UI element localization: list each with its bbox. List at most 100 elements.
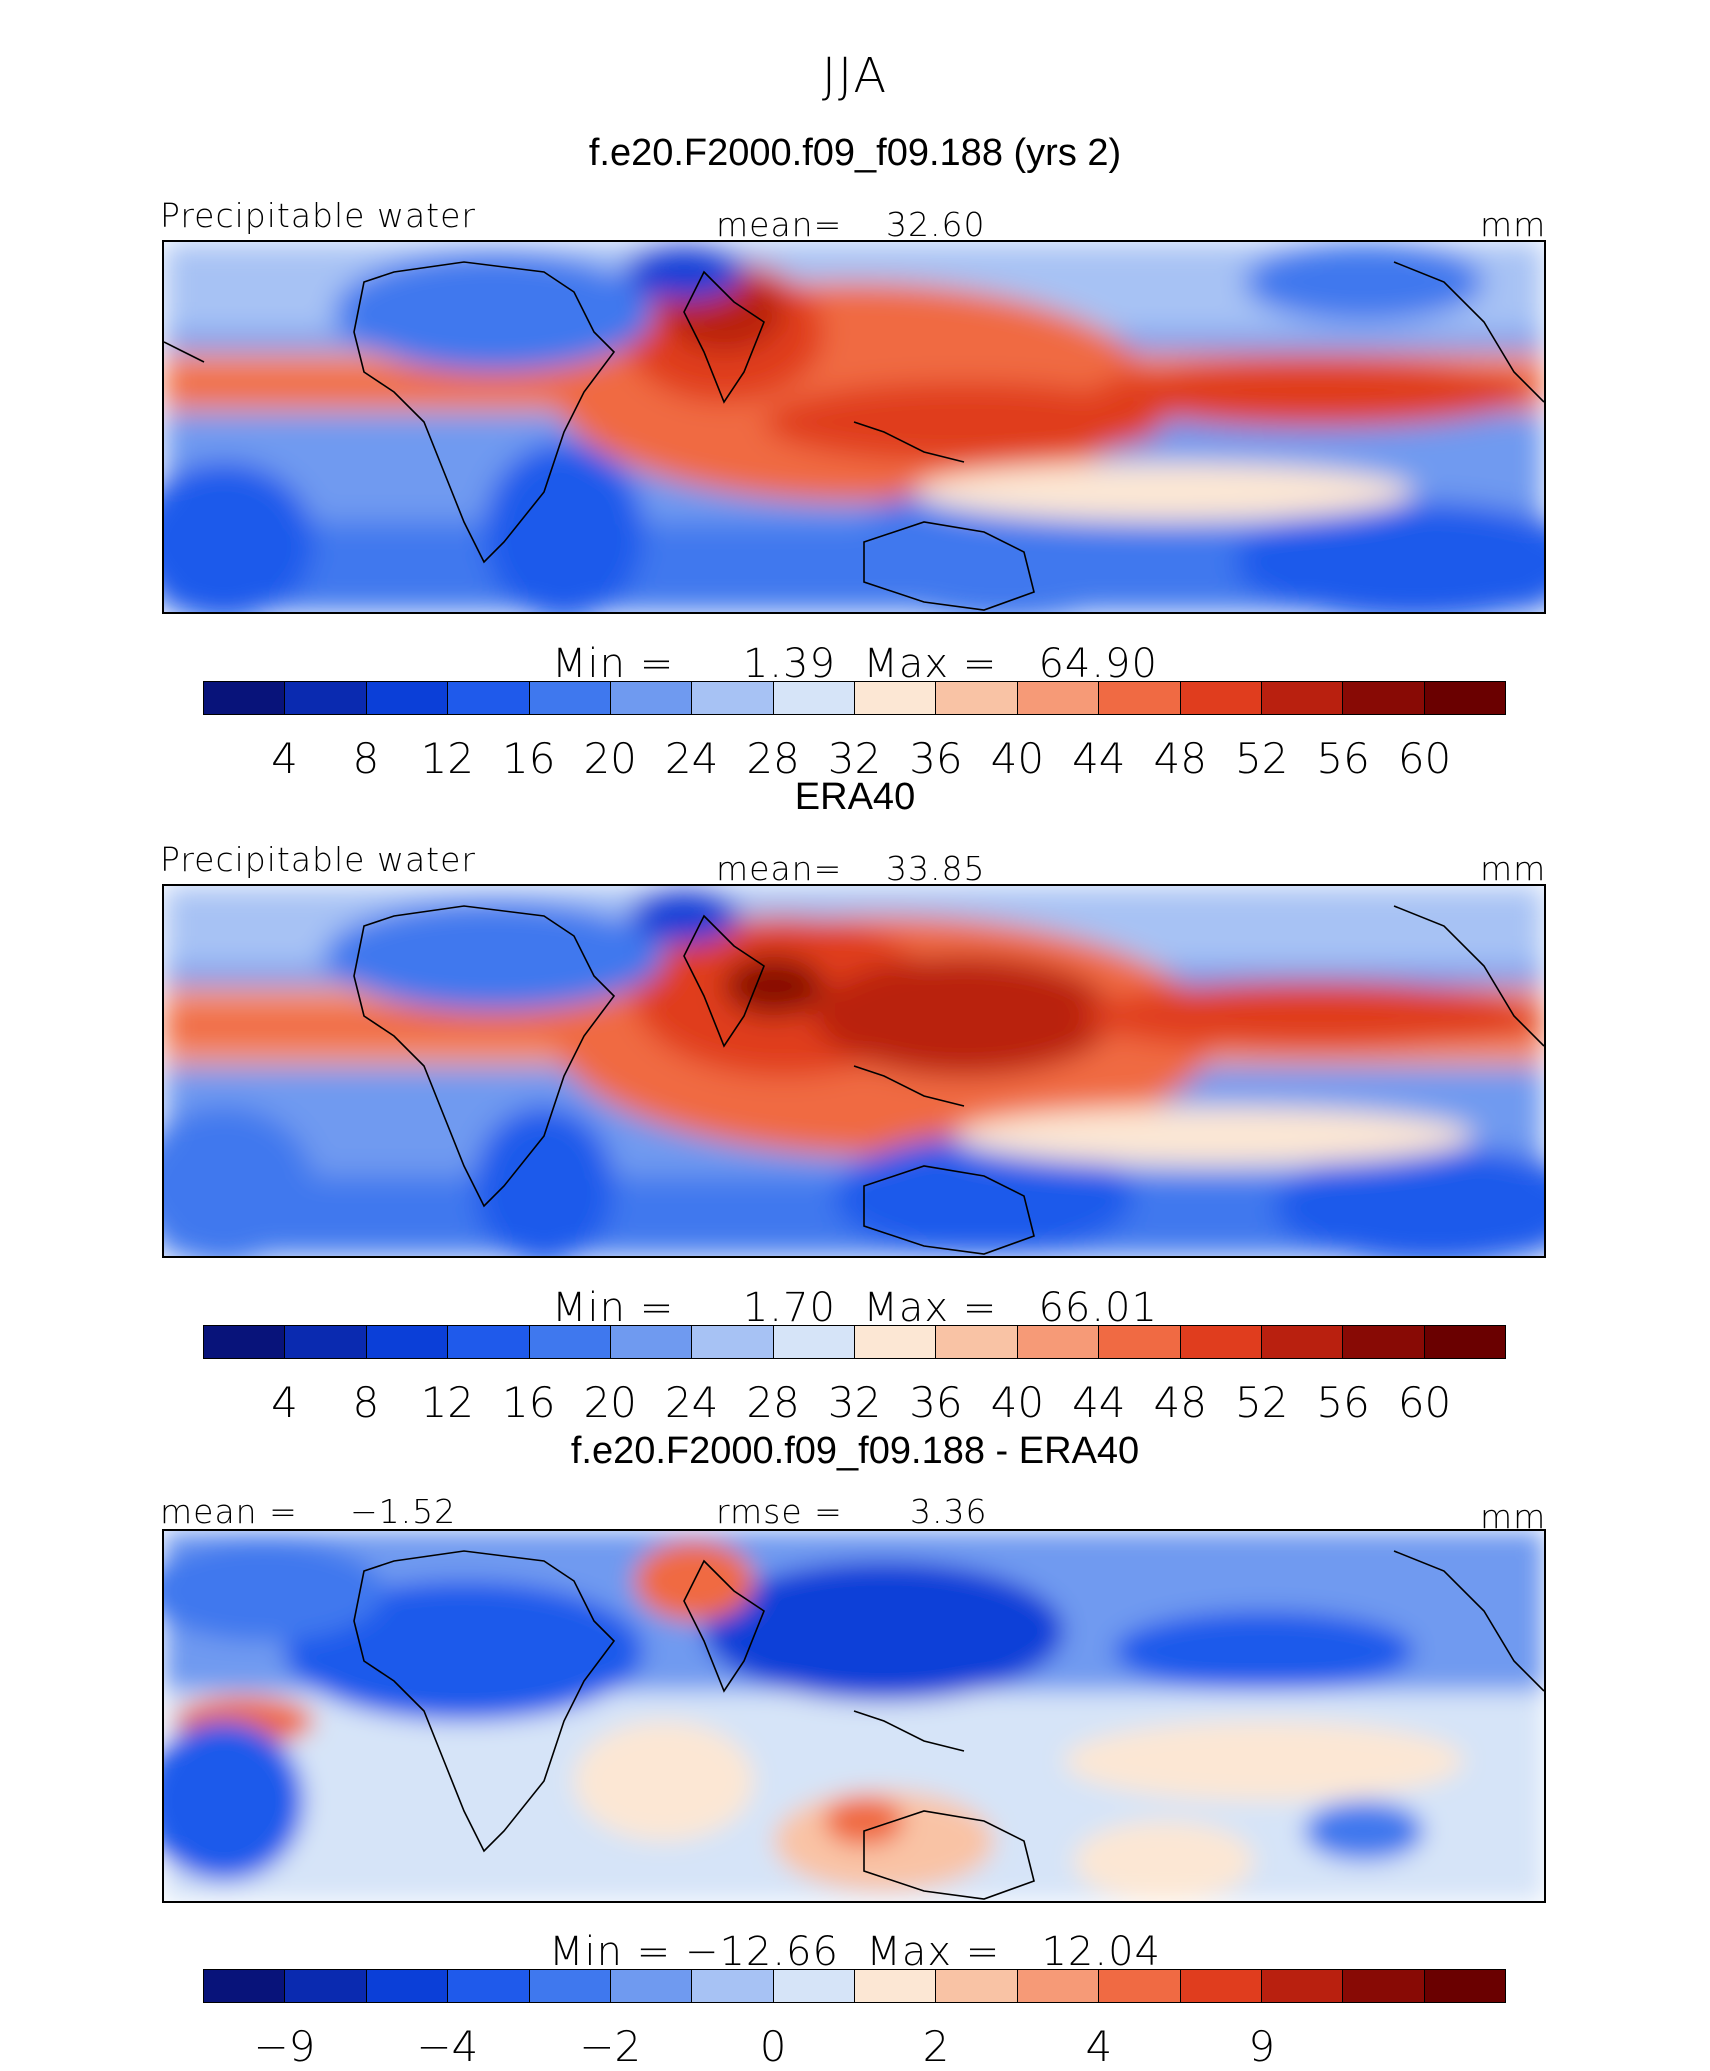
colorbar-tick-label: 16	[502, 734, 556, 783]
colorbar-tick-label: 60	[1397, 734, 1452, 783]
colorbar-tick-label: 12	[420, 734, 475, 783]
panel3-title: f.e20.F2000.f09_f09.188 - ERA40	[570, 1430, 1140, 1472]
colorbar-cell	[204, 1326, 286, 1358]
panel3-colorbar	[203, 1969, 1506, 2003]
colorbar-cell	[204, 1970, 286, 2002]
colorbar-cell	[855, 1326, 937, 1358]
panel1-title: f.e20.F2000.f09_f09.188 (yrs 2)	[588, 132, 1122, 174]
panel1-mean-value: 32.60	[886, 205, 986, 244]
panel1-variable-label: Precipitable water	[160, 196, 476, 235]
panel1-map-svg	[164, 242, 1544, 612]
colorbar-cell	[692, 1326, 774, 1358]
colorbar-cell	[610, 682, 693, 714]
colorbar-tick-label: 4	[271, 734, 298, 783]
panel2-colorbar	[203, 1325, 1506, 1359]
colorbar-tick-label: −9	[253, 2022, 316, 2071]
colorbar-tick-label: 2	[922, 2022, 950, 2071]
colorbar-cell	[1099, 1970, 1181, 2002]
panel3-min-label: Min =	[548, 1929, 672, 1975]
colorbar-cell	[529, 1326, 611, 1358]
colorbar-tick-label: −2	[579, 2022, 642, 2071]
colorbar-cell	[610, 1970, 693, 2002]
panel1-mean-label: mean=	[716, 205, 843, 244]
panel2-units: mm	[1480, 849, 1547, 888]
colorbar-cell	[366, 682, 449, 714]
colorbar-tick-label: 40	[990, 1378, 1045, 1427]
colorbar-tick-label: 40	[990, 734, 1045, 783]
panel2-max-label: Max =	[863, 1285, 998, 1331]
colorbar-tick-label: 48	[1153, 1378, 1207, 1427]
panel3-map-svg	[164, 1531, 1544, 1901]
colorbar-cell	[1424, 1970, 1505, 2002]
colorbar-cell	[855, 682, 937, 714]
colorbar-cell	[773, 1326, 855, 1358]
colorbar-tick-label: 24	[664, 734, 719, 783]
colorbar-cell	[936, 1970, 1018, 2002]
colorbar-tick-label: 20	[583, 1378, 637, 1427]
panel1-minmax: Min = 1.39 Max = 64.90	[0, 644, 1710, 684]
colorbar-cell	[1424, 682, 1505, 714]
panel3-mean-label: mean =	[160, 1492, 298, 1531]
colorbar-tick-label: 32	[827, 1378, 882, 1427]
panel3-rmse-value: 3.36	[910, 1492, 988, 1531]
colorbar-tick-label: 0	[759, 2022, 787, 2071]
panel2-minmax: Min = 1.70 Max = 66.01	[0, 1288, 1710, 1328]
panel3-units: mm	[1480, 1497, 1547, 1536]
panel2-min-label: Min =	[552, 1285, 675, 1331]
panel3-min-value: −12.66	[684, 1929, 839, 1975]
colorbar-cell	[1017, 1970, 1100, 2002]
panel3-map	[162, 1529, 1546, 1903]
colorbar-cell	[448, 1326, 530, 1358]
colorbar-cell	[1261, 1326, 1344, 1358]
colorbar-tick-label: −4	[416, 2022, 479, 2071]
colorbar-cell	[1180, 682, 1262, 714]
colorbar-tick-label: 20	[583, 734, 637, 783]
panel2-mean-label: mean=	[716, 849, 843, 888]
panel1-colorbar	[203, 681, 1506, 715]
colorbar-tick-label: 56	[1316, 1378, 1370, 1427]
colorbar-cell	[610, 1326, 693, 1358]
panel3-rmse-label: rmse =	[716, 1492, 843, 1531]
colorbar-tick-label: 4	[271, 1378, 298, 1427]
panel2-map	[162, 884, 1546, 1258]
panel3-max-label: Max =	[866, 1929, 1001, 1975]
panel2-max-value: 66.01	[1038, 1285, 1158, 1331]
colorbar-tick-label: 8	[352, 734, 380, 783]
colorbar-tick-label: 28	[746, 734, 800, 783]
colorbar-tick-label: 44	[1072, 1378, 1126, 1427]
colorbar-cell	[773, 682, 855, 714]
panel3-minmax: Min = −12.66 Max = 12.04	[0, 1932, 1710, 1972]
coastlines	[164, 261, 1544, 611]
colorbar-tick-label: 28	[746, 1378, 800, 1427]
season-title: JJA	[821, 48, 889, 104]
colorbar-cell	[1343, 1970, 1425, 2002]
panel2-min-value: 1.70	[742, 1285, 836, 1331]
colorbar-tick-label: 44	[1072, 734, 1126, 783]
coastlines	[353, 905, 1544, 1255]
panel3-mean-value: −1.52	[350, 1492, 457, 1531]
colorbar-cell	[692, 1970, 774, 2002]
panel2-mean-value: 33.85	[886, 849, 986, 888]
colorbar-tick-label: 16	[502, 1378, 556, 1427]
colorbar-tick-label: 32	[827, 734, 882, 783]
colorbar-cell	[1180, 1326, 1262, 1358]
panel1-map	[162, 240, 1546, 614]
colorbar-cell	[448, 1970, 530, 2002]
colorbar-cell	[692, 682, 774, 714]
panel1-max-value: 64.90	[1038, 641, 1158, 687]
colorbar-cell	[1017, 682, 1100, 714]
colorbar-cell	[1343, 682, 1425, 714]
panel1-max-label: Max =	[863, 641, 998, 687]
colorbar-tick-label: 36	[909, 734, 963, 783]
panel1-min-label: Min =	[552, 641, 675, 687]
colorbar-tick-label: 52	[1234, 1378, 1289, 1427]
colorbar-tick-label: 24	[664, 1378, 719, 1427]
colorbar-cell	[1343, 1326, 1425, 1358]
panel2-title: ERA40	[794, 776, 916, 818]
colorbar-tick-label: 36	[909, 1378, 963, 1427]
colorbar-cell	[1099, 1326, 1181, 1358]
panel2-variable-label: Precipitable water	[160, 840, 476, 879]
colorbar-cell	[285, 1970, 367, 2002]
colorbar-cell	[1261, 1970, 1344, 2002]
colorbar-cell	[936, 682, 1018, 714]
